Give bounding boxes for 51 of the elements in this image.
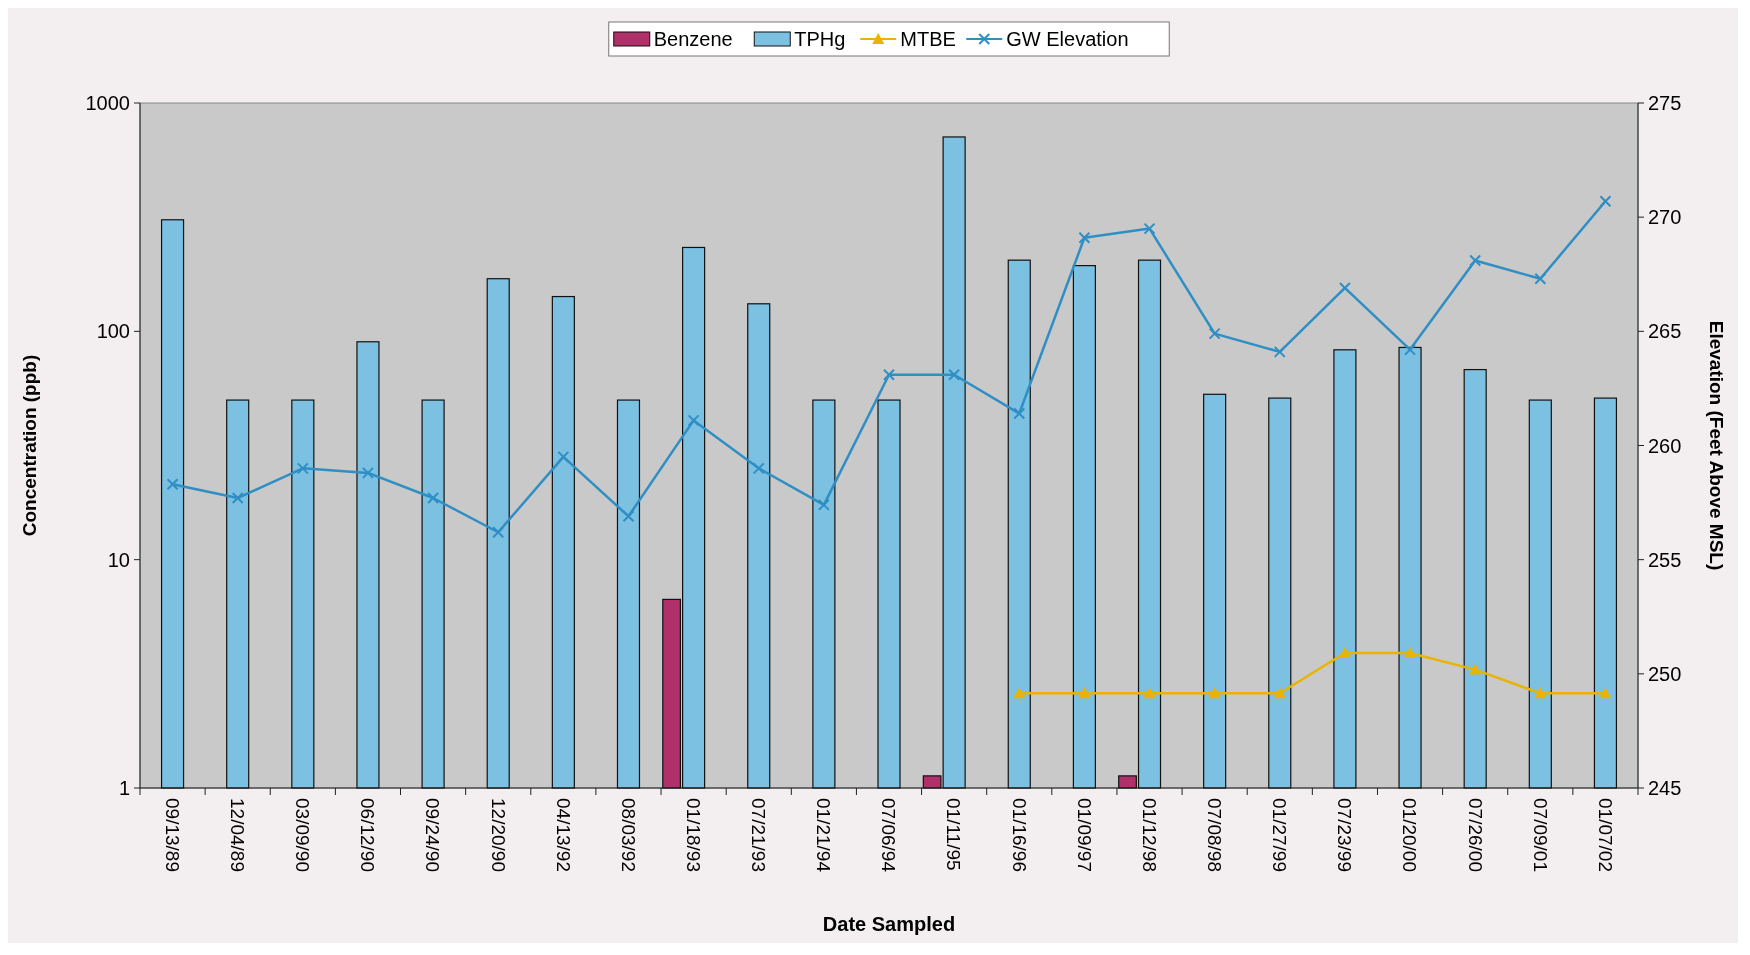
y-tick-label: 10	[107, 548, 130, 571]
x-tick-label: 03/09/90	[292, 798, 314, 872]
x-tick-label: 01/12/98	[1138, 798, 1160, 872]
x-tick-label: 07/26/00	[1464, 798, 1486, 872]
point	[1273, 687, 1286, 699]
x-axis-title: Date Sampled	[822, 913, 956, 935]
y2-tick-label: 265	[1648, 320, 1682, 343]
legend-label: TPHg	[794, 28, 846, 50]
point	[1404, 647, 1417, 659]
x-tick-label: 12/04/89	[227, 798, 249, 872]
x-tick-label: 06/12/90	[357, 798, 379, 872]
x-tick-label: 07/06/94	[878, 798, 900, 873]
x-tick-label: 01/21/94	[813, 798, 835, 873]
point	[1208, 687, 1221, 699]
point	[1534, 687, 1547, 699]
y2-tick-label: 245	[1648, 777, 1682, 799]
x-tick-label: 01/20/00	[1399, 798, 1421, 872]
point	[1338, 647, 1351, 659]
x-tick-label: 01/09/97	[1073, 798, 1095, 872]
x-tick-label: 01/11/95	[943, 798, 965, 871]
y2-tick-label: 270	[1648, 206, 1682, 229]
y-axis-title: Concentration (ppb)	[19, 354, 40, 537]
y2-tick-label: 260	[1648, 434, 1682, 457]
x-tick-label: 09/24/90	[422, 798, 444, 872]
x-tick-label: 07/09/01	[1529, 798, 1551, 872]
point	[1013, 687, 1026, 699]
x-tick-label: 09/13/89	[161, 798, 183, 872]
y-tick-label: 1000	[85, 92, 130, 114]
point	[1143, 687, 1156, 699]
legend-label: Benzene	[653, 28, 733, 50]
y-tick-label: 1	[118, 777, 130, 799]
point	[1469, 663, 1482, 675]
x-tick-label: 04/13/92	[552, 798, 574, 872]
x-tick-label: 01/07/02	[1594, 798, 1616, 872]
x-tick-label: 07/23/99	[1334, 798, 1356, 872]
x-tick-label: 07/21/93	[748, 798, 770, 872]
legend-label: MTBE	[900, 28, 956, 50]
point	[1078, 687, 1091, 699]
x-tick-label: 07/08/98	[1204, 798, 1225, 872]
legend-label: GW Elevation	[1006, 28, 1129, 50]
y-tick-label: 100	[96, 320, 130, 343]
x-tick-label: 01/16/96	[1008, 798, 1030, 872]
y2-tick-label: 250	[1648, 662, 1682, 685]
x-tick-label: 08/03/92	[617, 798, 639, 872]
x-tick-label: 01/18/93	[682, 798, 704, 872]
point	[1599, 687, 1612, 699]
y2-axis-title: Elevation (Feet Above MSL)	[1706, 320, 1727, 571]
y2-tick-label: 275	[1648, 92, 1682, 114]
y2-tick-label: 255	[1648, 548, 1682, 571]
x-tick-label: 01/27/99	[1269, 798, 1291, 872]
x-tick-label: 12/20/90	[487, 798, 509, 872]
